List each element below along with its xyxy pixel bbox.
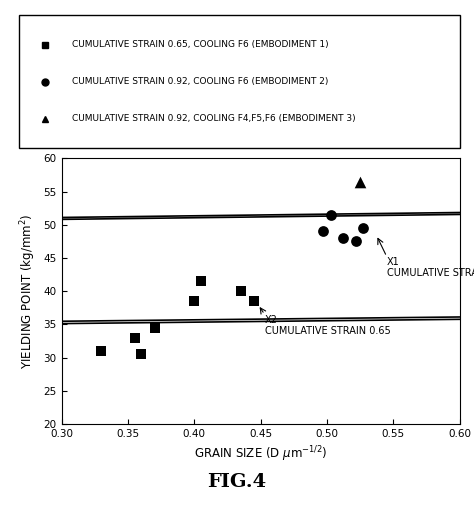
Point — [197, 277, 205, 285]
Point — [356, 177, 364, 185]
Text: X1
CUMULATIVE STRAIN 0.92: X1 CUMULATIVE STRAIN 0.92 — [387, 257, 474, 278]
Point — [131, 334, 138, 342]
Text: X2
CUMULATIVE STRAIN 0.65: X2 CUMULATIVE STRAIN 0.65 — [264, 314, 391, 336]
Point — [359, 224, 367, 232]
Text: CUMULATIVE STRAIN 0.65, COOLING F6 (EMBODIMENT 1): CUMULATIVE STRAIN 0.65, COOLING F6 (EMBO… — [72, 40, 328, 49]
Text: CUMULATIVE STRAIN 0.92, COOLING F6 (EMBODIMENT 2): CUMULATIVE STRAIN 0.92, COOLING F6 (EMBO… — [72, 77, 328, 86]
Point — [339, 234, 347, 242]
Point — [137, 351, 145, 359]
Point — [353, 237, 360, 245]
Text: CUMULATIVE STRAIN 0.92, COOLING F4,F5,F6 (EMBODIMENT 3): CUMULATIVE STRAIN 0.92, COOLING F4,F5,F6… — [72, 114, 356, 124]
Point — [237, 287, 245, 295]
Point — [319, 227, 327, 236]
X-axis label: GRAIN SIZE (D $\mu$m$^{-1/2}$): GRAIN SIZE (D $\mu$m$^{-1/2}$) — [194, 445, 328, 464]
Point — [250, 297, 258, 305]
Point — [151, 323, 158, 332]
Point — [327, 211, 335, 219]
Y-axis label: YIELDING POINT (kg/mm$^2$): YIELDING POINT (kg/mm$^2$) — [18, 214, 38, 369]
Point — [98, 347, 105, 355]
Text: FIG.4: FIG.4 — [208, 473, 266, 491]
Point — [191, 297, 198, 305]
